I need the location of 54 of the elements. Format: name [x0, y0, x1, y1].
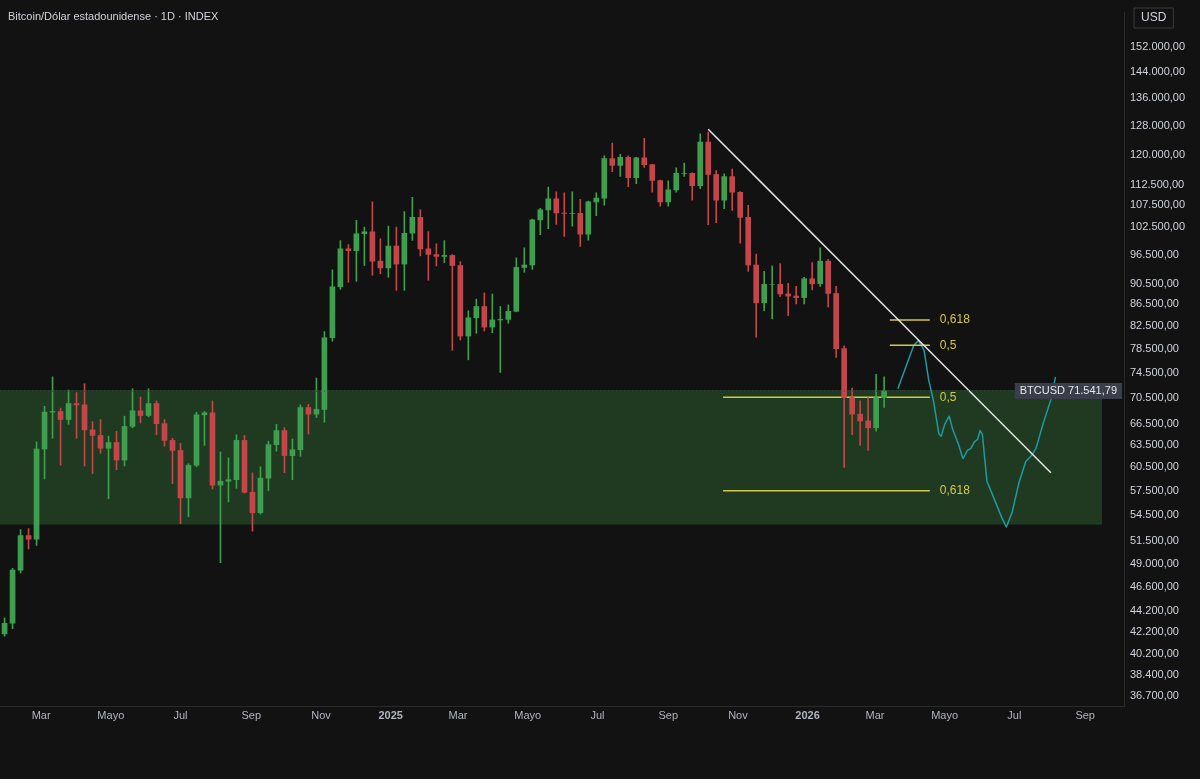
y-tick-label: 51.500,00	[1130, 533, 1179, 546]
series-label: 0,5	[939, 389, 957, 404]
x-tick-label: Nov	[311, 709, 332, 722]
y-tick-label: 54.500,00	[1130, 508, 1179, 521]
x-tick-label: Mayo	[931, 709, 959, 722]
y-tick-label: 60.500,00	[1130, 460, 1179, 473]
x-tick-label: Mar	[865, 709, 885, 722]
y-tick-label: 152.000,00	[1130, 40, 1186, 53]
candlestick	[569, 191, 576, 227]
y-tick-label: 74.500,00	[1130, 365, 1179, 378]
y-tick-label: 46.600,00	[1130, 579, 1179, 592]
y-axis-title: USD	[1141, 10, 1167, 25]
y-tick-label: 90.500,00	[1130, 276, 1179, 289]
series-label: 0,618	[939, 482, 971, 497]
y-tick-label: 136.000,00	[1130, 91, 1186, 104]
ref-line-label: BTCUSD 71.541,79	[1019, 384, 1117, 397]
x-tick-label: 2025	[378, 709, 403, 722]
y-tick-label: 86.500,00	[1130, 297, 1179, 310]
y-tick-label: 42.200,00	[1130, 624, 1179, 637]
y-tick-label: 120.000,00	[1130, 148, 1186, 161]
y-tick-label: 66.500,00	[1130, 417, 1179, 430]
x-tick-label: Mar	[31, 709, 51, 722]
y-tick-label: 102.500,00	[1130, 220, 1186, 233]
y-tick-label: 63.500,00	[1130, 438, 1179, 451]
x-tick-label: Jul	[173, 709, 188, 722]
y-tick-label: 78.500,00	[1130, 341, 1179, 354]
candlestick	[769, 265, 776, 320]
y-tick-label: 96.500,00	[1130, 247, 1179, 260]
y-tick-label: 36.700,00	[1130, 688, 1179, 701]
x-tick-label: Mayo	[97, 709, 125, 722]
y-tick-label: 40.200,00	[1130, 646, 1179, 659]
y-tick-label: 44.200,00	[1130, 603, 1179, 616]
y-tick-label: 38.400,00	[1130, 667, 1179, 680]
candlestick	[681, 162, 688, 177]
x-tick-label: 2026	[795, 709, 820, 722]
series-label: 0,5	[939, 337, 957, 352]
y-tick-label: 49.000,00	[1130, 556, 1179, 569]
x-tick-label: Jul	[590, 709, 605, 722]
x-tick-label: Sep	[1075, 709, 1095, 722]
chart-title: Bitcoin/Dólar estadounidense · 1D · INDEX	[8, 10, 219, 23]
y-tick-label: 82.500,00	[1130, 319, 1179, 332]
y-tick-label: 144.000,00	[1130, 64, 1186, 77]
x-tick-label: Jul	[1007, 709, 1022, 722]
y-tick-label: 128.000,00	[1130, 118, 1186, 131]
x-tick-label: Mar	[448, 709, 468, 722]
x-tick-label: Sep	[658, 709, 679, 722]
y-tick-label: 57.500,00	[1130, 483, 1179, 496]
y-tick-label: 112.500,00	[1130, 177, 1185, 190]
x-tick-label: Mayo	[514, 709, 542, 722]
x-tick-label: Nov	[728, 709, 749, 722]
y-tick-label: 70.500,00	[1130, 390, 1179, 403]
x-tick-label: Sep	[241, 709, 262, 722]
series-label: 0,618	[939, 312, 971, 327]
y-tick-label: 107.500,00	[1130, 198, 1186, 211]
